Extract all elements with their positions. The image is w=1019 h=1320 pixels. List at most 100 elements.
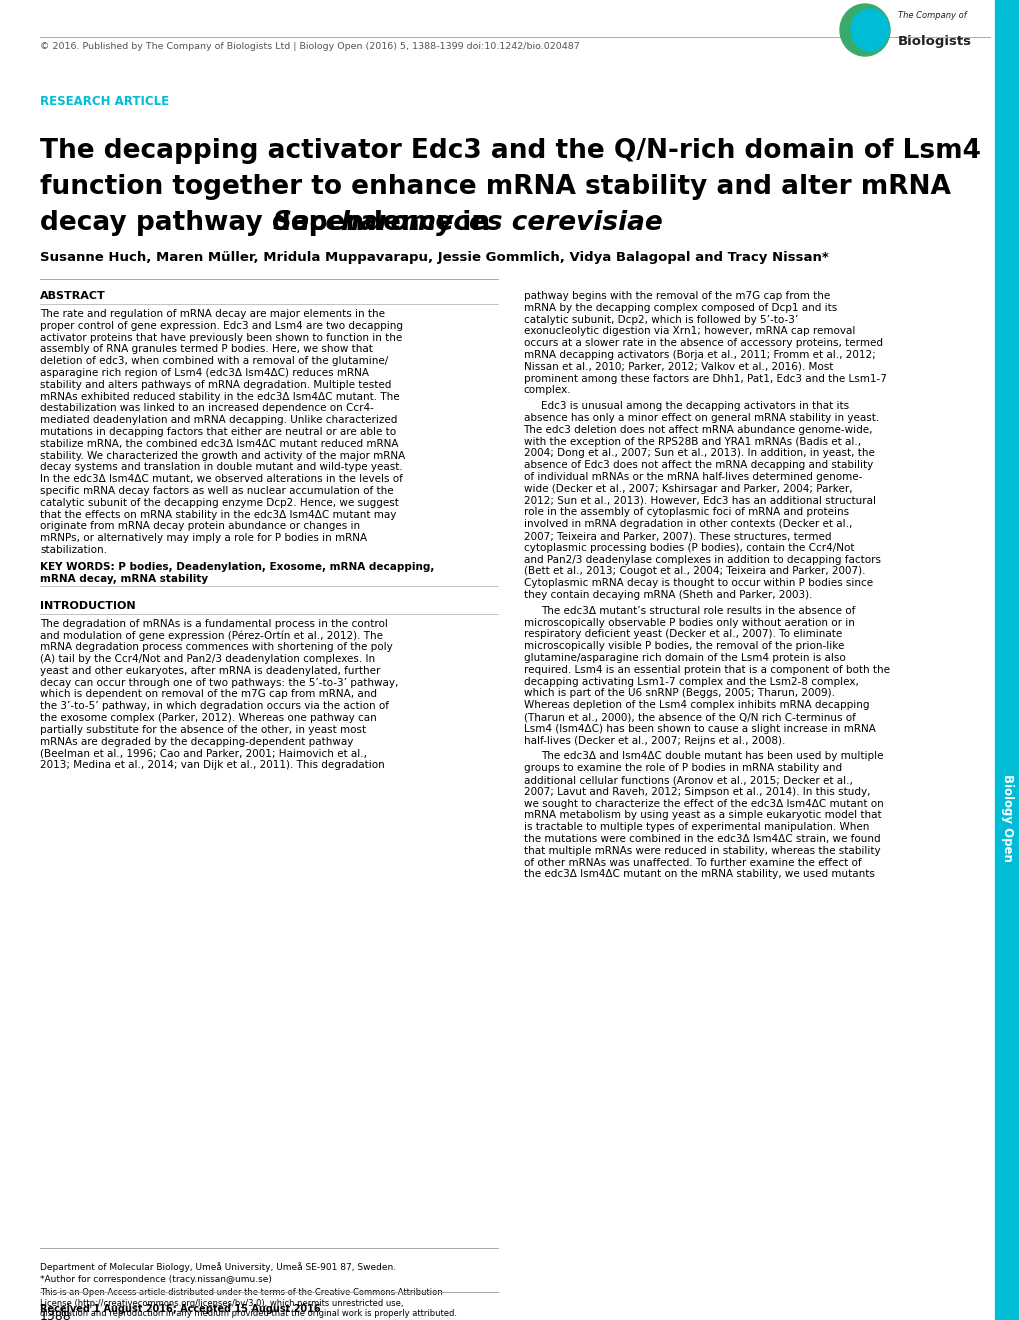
Ellipse shape [850,9,889,51]
Text: 1388: 1388 [40,1309,71,1320]
Text: deletion of edc3, when combined with a removal of the glutamine/: deletion of edc3, when combined with a r… [40,356,388,366]
Text: Edc3 is unusual among the decapping activators in that its: Edc3 is unusual among the decapping acti… [541,401,849,412]
Text: microscopically observable P bodies only without aeration or in: microscopically observable P bodies only… [523,618,854,627]
Text: The edc3Δ mutant’s structural role results in the absence of: The edc3Δ mutant’s structural role resul… [541,606,855,616]
Text: microscopically visible P bodies, the removal of the prion-like: microscopically visible P bodies, the re… [523,642,843,651]
Text: Saccharomyces cerevisiae: Saccharomyces cerevisiae [273,210,662,236]
Text: role in the assembly of cytoplasmic foci of mRNA and proteins: role in the assembly of cytoplasmic foci… [523,507,848,517]
Text: (Beelman et al., 1996; Cao and Parker, 2001; Haimovich et al.,: (Beelman et al., 1996; Cao and Parker, 2… [40,748,367,759]
Text: decay can occur through one of two pathways: the 5’-to-3’ pathway,: decay can occur through one of two pathw… [40,677,398,688]
Text: decay pathway dependence in: decay pathway dependence in [40,210,498,236]
Text: originate from mRNA decay protein abundance or changes in: originate from mRNA decay protein abunda… [40,521,360,532]
Text: absence has only a minor effect on general mRNA stability in yeast.: absence has only a minor effect on gener… [523,413,878,422]
Text: specific mRNA decay factors as well as nuclear accumulation of the: specific mRNA decay factors as well as n… [40,486,393,496]
Text: Received 1 August 2016; Accepted 15 August 2016: Received 1 August 2016; Accepted 15 Augu… [40,1304,320,1313]
Text: Department of Molecular Biology, Umeå University, Umeå SE-901 87, Sweden.: Department of Molecular Biology, Umeå Un… [40,1262,395,1272]
Text: of other mRNAs was unaffected. To further examine the effect of: of other mRNAs was unaffected. To furthe… [523,858,860,867]
Text: distribution and reproduction in any medium provided that the original work is p: distribution and reproduction in any med… [40,1309,457,1317]
Text: wide (Decker et al., 2007; Kshirsagar and Parker, 2004; Parker,: wide (Decker et al., 2007; Kshirsagar an… [523,484,851,494]
Text: ABSTRACT: ABSTRACT [40,290,106,301]
Text: with the exception of the RPS28B and YRA1 mRNAs (Badis et al.,: with the exception of the RPS28B and YRA… [523,437,860,446]
Text: respiratory deficient yeast (Decker et al., 2007). To eliminate: respiratory deficient yeast (Decker et a… [523,630,841,639]
Text: License (http://creativecommons.org/licenses/by/3.0), which permits unrestricted: License (http://creativecommons.org/lice… [40,1299,404,1308]
Text: complex.: complex. [523,385,571,396]
Text: mRNPs, or alternatively may imply a role for P bodies in mRNA: mRNPs, or alternatively may imply a role… [40,533,367,544]
Text: Susanne Huch, Maren Müller, Mridula Muppavarapu, Jessie Gommlich, Vidya Balagopa: Susanne Huch, Maren Müller, Mridula Mupp… [40,251,828,264]
Text: The degradation of mRNAs is a fundamental process in the control: The degradation of mRNAs is a fundamenta… [40,619,387,628]
Text: catalytic subunit of the decapping enzyme Dcp2. Hence, we suggest: catalytic subunit of the decapping enzym… [40,498,398,508]
Text: the edc3Δ lsm4ΔC mutant on the mRNA stability, we used mutants: the edc3Δ lsm4ΔC mutant on the mRNA stab… [523,870,873,879]
Text: (Bett et al., 2013; Cougot et al., 2004; Teixeira and Parker, 2007).: (Bett et al., 2013; Cougot et al., 2004;… [523,566,864,577]
Text: mRNA metabolism by using yeast as a simple eukaryotic model that: mRNA metabolism by using yeast as a simp… [523,810,880,821]
Text: decapping activating Lsm1-7 complex and the Lsm2-8 complex,: decapping activating Lsm1-7 complex and … [523,677,858,686]
Text: Nissan et al., 2010; Parker, 2012; Valkov et al., 2016). Most: Nissan et al., 2010; Parker, 2012; Valko… [523,362,833,372]
Text: occurs at a slower rate in the absence of accessory proteins, termed: occurs at a slower rate in the absence o… [523,338,881,348]
Text: which is dependent on removal of the m7G cap from mRNA, and: which is dependent on removal of the m7G… [40,689,377,700]
Text: This is an Open Access article distributed under the terms of the Creative Commo: This is an Open Access article distribut… [40,1288,442,1298]
Text: mutations in decapping factors that either are neutral or are able to: mutations in decapping factors that eith… [40,426,395,437]
Text: © 2016. Published by The Company of Biologists Ltd | Biology Open (2016) 5, 1388: © 2016. Published by The Company of Biol… [40,42,579,51]
Text: The Company of: The Company of [897,12,966,21]
Text: destabilization was linked to an increased dependence on Ccr4-: destabilization was linked to an increas… [40,404,374,413]
Text: Lsm4 (lsm4ΔC) has been shown to cause a slight increase in mRNA: Lsm4 (lsm4ΔC) has been shown to cause a … [523,723,874,734]
Text: INTRODUCTION: INTRODUCTION [40,601,136,611]
Text: and modulation of gene expression (Pérez-Ortín et al., 2012). The: and modulation of gene expression (Pérez… [40,631,382,642]
Bar [994,0,1019,1320]
Text: Whereas depletion of the Lsm4 complex inhibits mRNA decapping: Whereas depletion of the Lsm4 complex in… [523,700,868,710]
Text: pathway begins with the removal of the m7G cap from the: pathway begins with the removal of the m… [523,290,828,301]
Text: In the edc3Δ lsm4ΔC mutant, we observed alterations in the levels of: In the edc3Δ lsm4ΔC mutant, we observed … [40,474,403,484]
Text: activator proteins that have previously been shown to function in the: activator proteins that have previously … [40,333,401,343]
Text: the mutations were combined in the edc3Δ lsm4ΔC strain, we found: the mutations were combined in the edc3Δ… [523,834,879,843]
Text: The edc3Δ and lsm4ΔC double mutant has been used by multiple: The edc3Δ and lsm4ΔC double mutant has b… [541,751,883,762]
Text: asparagine rich region of Lsm4 (edc3Δ lsm4ΔC) reduces mRNA: asparagine rich region of Lsm4 (edc3Δ ls… [40,368,369,378]
Text: stabilization.: stabilization. [40,545,107,554]
Text: cytoplasmic processing bodies (P bodies), contain the Ccr4/Not: cytoplasmic processing bodies (P bodies)… [523,543,853,553]
Text: 2013; Medina et al., 2014; van Dijk et al., 2011). This degradation: 2013; Medina et al., 2014; van Dijk et a… [40,760,384,770]
Text: that the effects on mRNA stability in the edc3Δ lsm4ΔC mutant may: that the effects on mRNA stability in th… [40,510,396,520]
Text: Biologists: Biologists [897,36,971,49]
Text: partially substitute for the absence of the other, in yeast most: partially substitute for the absence of … [40,725,366,735]
Text: mRNAs are degraded by the decapping-dependent pathway: mRNAs are degraded by the decapping-depe… [40,737,353,747]
Text: glutamine/asparagine rich domain of the Lsm4 protein is also: glutamine/asparagine rich domain of the … [523,653,845,663]
Text: absence of Edc3 does not affect the mRNA decapping and stability: absence of Edc3 does not affect the mRNA… [523,461,872,470]
Text: is tractable to multiple types of experimental manipulation. When: is tractable to multiple types of experi… [523,822,868,832]
Text: Biology Open: Biology Open [1000,775,1013,862]
Text: mediated deadenylation and mRNA decapping. Unlike characterized: mediated deadenylation and mRNA decappin… [40,416,397,425]
Text: prominent among these factors are Dhh1, Pat1, Edc3 and the Lsm1-7: prominent among these factors are Dhh1, … [523,374,886,384]
Text: Cytoplasmic mRNA decay is thought to occur within P bodies since: Cytoplasmic mRNA decay is thought to occ… [523,578,872,589]
Text: function together to enhance mRNA stability and alter mRNA: function together to enhance mRNA stabil… [40,174,950,201]
Text: exonucleolytic digestion via Xrn1; however, mRNA cap removal: exonucleolytic digestion via Xrn1; howev… [523,326,854,337]
Text: that multiple mRNAs were reduced in stability, whereas the stability: that multiple mRNAs were reduced in stab… [523,846,879,855]
Text: (A) tail by the Ccr4/Not and Pan2/3 deadenylation complexes. In: (A) tail by the Ccr4/Not and Pan2/3 dead… [40,653,375,664]
Text: the exosome complex (Parker, 2012). Whereas one pathway can: the exosome complex (Parker, 2012). Wher… [40,713,376,723]
Text: The edc3 deletion does not affect mRNA abundance genome-wide,: The edc3 deletion does not affect mRNA a… [523,425,872,434]
Text: of individual mRNAs or the mRNA half-lives determined genome-: of individual mRNAs or the mRNA half-liv… [523,473,861,482]
Text: and Pan2/3 deadenylase complexes in addition to decapping factors: and Pan2/3 deadenylase complexes in addi… [523,554,879,565]
Text: *Author for correspondence (tracy.nissan@umu.se): *Author for correspondence (tracy.nissan… [40,1275,272,1284]
Text: mRNAs exhibited reduced stability in the edc3Δ lsm4ΔC mutant. The: mRNAs exhibited reduced stability in the… [40,392,399,401]
Text: catalytic subunit, Dcp2, which is followed by 5’-to-3’: catalytic subunit, Dcp2, which is follow… [523,314,797,325]
Text: decay systems and translation in double mutant and wild-type yeast.: decay systems and translation in double … [40,462,403,473]
Text: The rate and regulation of mRNA decay are major elements in the: The rate and regulation of mRNA decay ar… [40,309,384,319]
Text: (Tharun et al., 2000), the absence of the Q/N rich C-terminus of: (Tharun et al., 2000), the absence of th… [523,711,855,722]
Text: proper control of gene expression. Edc3 and Lsm4 are two decapping: proper control of gene expression. Edc3 … [40,321,403,331]
Text: mRNA by the decapping complex composed of Dcp1 and its: mRNA by the decapping complex composed o… [523,302,836,313]
Text: 2007; Teixeira and Parker, 2007). These structures, termed: 2007; Teixeira and Parker, 2007). These … [523,531,830,541]
Text: the 3’-to-5’ pathway, in which degradation occurs via the action of: the 3’-to-5’ pathway, in which degradati… [40,701,388,711]
Text: 2012; Sun et al., 2013). However, Edc3 has an additional structural: 2012; Sun et al., 2013). However, Edc3 h… [523,495,874,506]
Text: additional cellular functions (Aronov et al., 2015; Decker et al.,: additional cellular functions (Aronov et… [523,775,852,785]
Text: yeast and other eukaryotes, after mRNA is deadenylated, further: yeast and other eukaryotes, after mRNA i… [40,665,380,676]
Text: KEY WORDS: P bodies, Deadenylation, Exosome, mRNA decapping,: KEY WORDS: P bodies, Deadenylation, Exos… [40,562,434,572]
Text: 2004; Dong et al., 2007; Sun et al., 2013). In addition, in yeast, the: 2004; Dong et al., 2007; Sun et al., 201… [523,449,873,458]
Text: 2007; Lavut and Raveh, 2012; Simpson et al., 2014). In this study,: 2007; Lavut and Raveh, 2012; Simpson et … [523,787,869,797]
Text: mRNA decapping activators (Borja et al., 2011; Fromm et al., 2012;: mRNA decapping activators (Borja et al.,… [523,350,874,360]
Text: mRNA decay, mRNA stability: mRNA decay, mRNA stability [40,574,208,583]
Text: involved in mRNA degradation in other contexts (Decker et al.,: involved in mRNA degradation in other co… [523,519,851,529]
Ellipse shape [840,4,890,55]
Text: stability. We characterized the growth and activity of the major mRNA: stability. We characterized the growth a… [40,450,405,461]
Text: we sought to characterize the effect of the edc3Δ lsm4ΔC mutant on: we sought to characterize the effect of … [523,799,882,809]
Text: they contain decaying mRNA (Sheth and Parker, 2003).: they contain decaying mRNA (Sheth and Pa… [523,590,811,601]
Text: required. Lsm4 is an essential protein that is a component of both the: required. Lsm4 is an essential protein t… [523,665,889,675]
Text: mRNA degradation process commences with shortening of the poly: mRNA degradation process commences with … [40,643,392,652]
Text: groups to examine the role of P bodies in mRNA stability and: groups to examine the role of P bodies i… [523,763,841,774]
